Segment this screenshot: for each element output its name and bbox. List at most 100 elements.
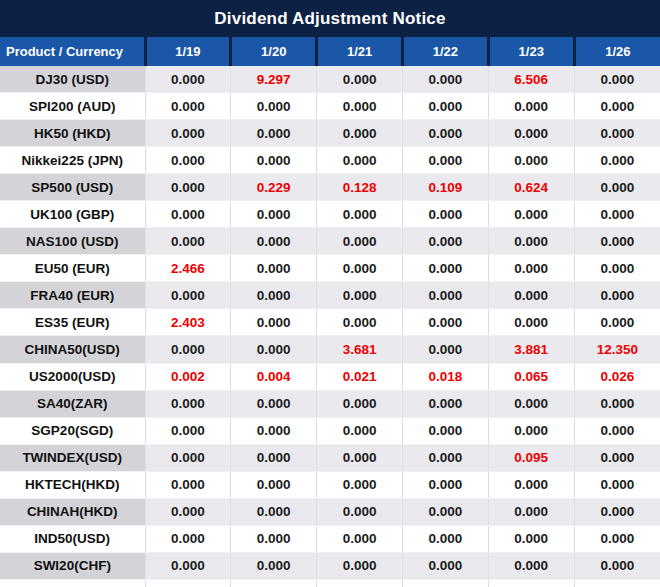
value-cell: 0.000 [402, 309, 488, 336]
table-row: SWI20(CHF)0.0000.0000.0000.0000.0000.000 [0, 552, 660, 579]
table-row: SGP20(SGD)0.0000.0000.0000.0000.0000.000 [0, 417, 660, 444]
product-cell: SPI200 (AUD) [0, 93, 145, 120]
value-cell: 0.000 [231, 201, 317, 228]
value-cell: 3.681 [317, 336, 403, 363]
value-cell: 0.000 [317, 525, 403, 552]
value-cell: 0.000 [574, 579, 660, 587]
table-row: SP500 (USD)0.0000.2290.1280.1090.6240.00… [0, 174, 660, 201]
value-cell: 0.000 [402, 471, 488, 498]
value-cell: 0.000 [574, 282, 660, 309]
table-body: DJ30 (USD)0.0009.2970.0000.0006.5060.000… [0, 66, 660, 587]
product-cell: EU50 (EUR) [0, 255, 145, 282]
value-cell: 0.000 [488, 471, 574, 498]
value-cell: 0.000 [574, 147, 660, 174]
value-cell: 0.000 [574, 525, 660, 552]
value-cell: 0.000 [317, 444, 403, 471]
value-cell: 0.000 [574, 309, 660, 336]
value-cell: 0.000 [145, 93, 231, 120]
value-cell: 0.000 [231, 498, 317, 525]
value-cell: 0.000 [317, 93, 403, 120]
value-cell: 0.000 [574, 255, 660, 282]
product-cell: ES35 (EUR) [0, 309, 145, 336]
value-cell: 0.000 [402, 66, 488, 93]
value-cell: 0.000 [145, 336, 231, 363]
value-cell: 0.000 [231, 255, 317, 282]
value-cell: 0.000 [145, 471, 231, 498]
value-cell: 0.000 [574, 174, 660, 201]
value-cell: 0.065 [488, 363, 574, 390]
dividend-table: Product / Currency 1/191/201/211/221/231… [0, 37, 660, 587]
value-cell: 0.000 [402, 525, 488, 552]
value-cell: 0.000 [574, 120, 660, 147]
value-cell: 0.000 [145, 498, 231, 525]
value-cell: 0.000 [231, 147, 317, 174]
table-row: HKTECH(HKD)0.0000.0000.0000.0000.0000.00… [0, 471, 660, 498]
product-cell: SGP20(SGD) [0, 417, 145, 444]
column-header-date: 1/19 [145, 37, 231, 66]
value-cell: 0.000 [145, 228, 231, 255]
value-cell: 0.000 [231, 309, 317, 336]
value-cell: 0.624 [488, 174, 574, 201]
value-cell: 0.000 [145, 444, 231, 471]
value-cell: 0.000 [574, 444, 660, 471]
product-cell: DJ30 (USD) [0, 66, 145, 93]
value-cell: 0.000 [402, 417, 488, 444]
value-cell: 0.000 [574, 390, 660, 417]
product-cell: SWI20(CHF) [0, 552, 145, 579]
product-cell: CHINA50(USD) [0, 336, 145, 363]
table-row: NAS100 (USD)0.0000.0000.0000.0000.0000.0… [0, 228, 660, 255]
value-cell: 0.000 [317, 579, 403, 587]
table-row: DJ30 (USD)0.0009.2970.0000.0006.5060.000 [0, 66, 660, 93]
table-row: CHINA50(USD)0.0000.0003.6810.0003.88112.… [0, 336, 660, 363]
value-cell: 0.000 [402, 93, 488, 120]
value-cell: 0.000 [574, 552, 660, 579]
product-cell: FRA40 (EUR) [0, 282, 145, 309]
value-cell: 0.000 [488, 255, 574, 282]
value-cell: 0.095 [488, 444, 574, 471]
value-cell: 0.000 [402, 390, 488, 417]
value-cell: 0.000 [145, 66, 231, 93]
table-row: Nikkei225 (JPN)0.0000.0000.0000.0000.000… [0, 147, 660, 174]
table-row: TWINDEX(USD)0.0000.0000.0000.0000.0950.0… [0, 444, 660, 471]
value-cell: 3.881 [488, 336, 574, 363]
value-cell: 12.350 [574, 336, 660, 363]
value-cell: 0.000 [317, 309, 403, 336]
value-cell: 0.000 [574, 498, 660, 525]
value-cell: 0.000 [574, 417, 660, 444]
value-cell: 0.000 [488, 552, 574, 579]
value-cell: 0.000 [145, 120, 231, 147]
value-cell: 0.018 [402, 363, 488, 390]
value-cell: 0.000 [402, 147, 488, 174]
table-row: ES35 (EUR)2.4030.0000.0000.0000.0000.000 [0, 309, 660, 336]
product-cell: IND50(USD) [0, 525, 145, 552]
value-cell: 0.000 [574, 66, 660, 93]
table-row: CHINAH(HKD)0.0000.0000.0000.0000.0000.00… [0, 498, 660, 525]
product-cell: Nikkei225 (JPN) [0, 147, 145, 174]
value-cell: 0.000 [231, 282, 317, 309]
value-cell: 0.000 [488, 579, 574, 587]
value-cell: 0.000 [145, 282, 231, 309]
value-cell: 9.297 [231, 66, 317, 93]
value-cell: 0.000 [488, 498, 574, 525]
value-cell: 0.000 [317, 255, 403, 282]
table-row: IND50(USD)0.0000.0000.0000.0000.0000.000 [0, 525, 660, 552]
table-row: EU50 (EUR)2.4660.0000.0000.0000.0000.000 [0, 255, 660, 282]
value-cell: 0.000 [574, 93, 660, 120]
value-cell: 0.000 [402, 552, 488, 579]
value-cell: 0.000 [231, 336, 317, 363]
column-header-date: 1/20 [231, 37, 317, 66]
column-header-date: 1/22 [402, 37, 488, 66]
value-cell: 0.000 [317, 201, 403, 228]
value-cell: 0.000 [488, 228, 574, 255]
column-header-product: Product / Currency [0, 37, 145, 66]
value-cell: 0.000 [574, 201, 660, 228]
value-cell: 0.000 [574, 228, 660, 255]
value-cell: 0.000 [145, 417, 231, 444]
value-cell: 0.000 [317, 282, 403, 309]
value-cell: 0.229 [231, 174, 317, 201]
table-row: UK100 (GBP)0.0000.0000.0000.0000.0000.00… [0, 201, 660, 228]
value-cell: 0.000 [317, 390, 403, 417]
table-row: SA40(ZAR)0.0000.0000.0000.0000.0000.000 [0, 390, 660, 417]
product-cell: CHINAH(HKD) [0, 498, 145, 525]
value-cell: 0.000 [317, 66, 403, 93]
